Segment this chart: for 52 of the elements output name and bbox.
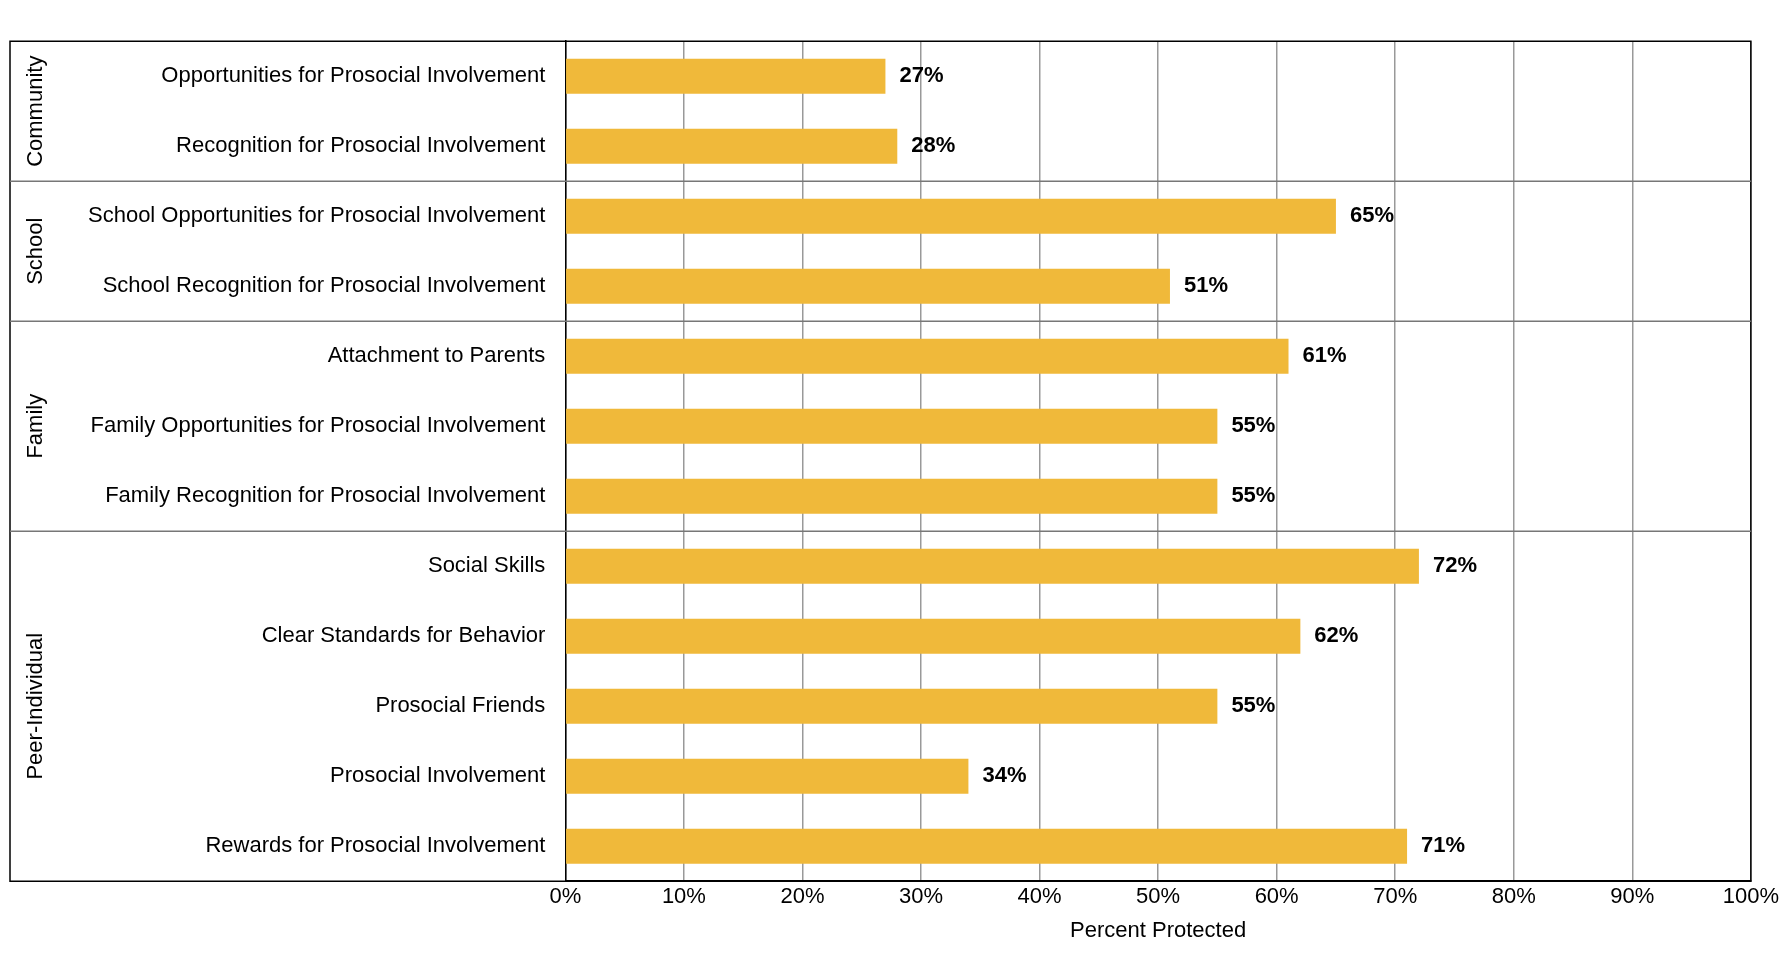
x-tick-label: 30% — [898, 883, 944, 909]
data-label: 34% — [982, 762, 1027, 788]
x-tick-label: 80% — [1491, 883, 1536, 909]
y-tick-label: Recognition for Prosocial Involvement — [176, 132, 546, 158]
y-tick-label: School Opportunities for Prosocial Involvement — [87, 202, 546, 228]
y-tick-label: Opportunities for Prosocial Involvement — [161, 62, 546, 88]
text: Family — [22, 393, 48, 459]
bar — [566, 478, 1218, 514]
data-label: 62% — [1314, 622, 1359, 648]
bar — [566, 128, 898, 164]
bar — [566, 758, 969, 794]
y-tick-label: Prosocial Involvement — [330, 762, 546, 788]
data-label: 65% — [1349, 202, 1394, 228]
x-tick-label: 0% — [549, 883, 582, 909]
bar — [566, 828, 1408, 864]
x-axis-title: Percent Protected — [1070, 916, 1247, 942]
bar — [566, 58, 886, 94]
bar — [566, 688, 1218, 724]
data-label: 61% — [1302, 342, 1347, 368]
x-tick-label: 100% — [1722, 883, 1780, 909]
y-tick-label: School Recognition for Prosocial Involvement — [102, 272, 546, 298]
data-label: 55% — [1231, 692, 1276, 718]
bar — [566, 338, 1289, 374]
x-tick-label: 20% — [780, 883, 825, 909]
x-tick-label: 10% — [661, 883, 706, 909]
bar — [566, 268, 1170, 304]
data-label: 55% — [1231, 412, 1276, 438]
y-tick-label: Prosocial Friends — [375, 692, 546, 718]
x-tick-label: 70% — [1373, 883, 1418, 909]
y-tick-label: Rewards for Prosocial Involvement — [205, 832, 546, 858]
data-label: 72% — [1432, 552, 1477, 578]
bar — [566, 198, 1336, 234]
y-tick-label: Clear Standards for Behavior — [261, 622, 546, 648]
x-tick-label: 40% — [1017, 883, 1062, 909]
y-tick-label: Family Opportunities for Prosocial Involvement — [90, 412, 546, 438]
x-tick-label: 50% — [1136, 883, 1181, 909]
data-label: 55% — [1231, 482, 1276, 508]
data-label: 51% — [1183, 272, 1228, 298]
data-label: 28% — [911, 132, 956, 158]
y-tick-label: Family Recognition for Prosocial Involvement — [105, 482, 546, 508]
text: Peer-Individual — [22, 632, 48, 780]
data-label: 27% — [899, 62, 944, 88]
data-label: 71% — [1421, 832, 1466, 858]
x-tick-label: 60% — [1254, 883, 1299, 909]
text: Community — [22, 55, 48, 167]
bar — [566, 408, 1218, 444]
bar — [566, 618, 1301, 654]
bar — [566, 548, 1419, 584]
y-tick-label: Social Skills — [427, 552, 546, 578]
text: School — [22, 217, 48, 285]
x-tick-label: 90% — [1610, 883, 1655, 909]
y-tick-label: Attachment to Parents — [327, 342, 546, 368]
